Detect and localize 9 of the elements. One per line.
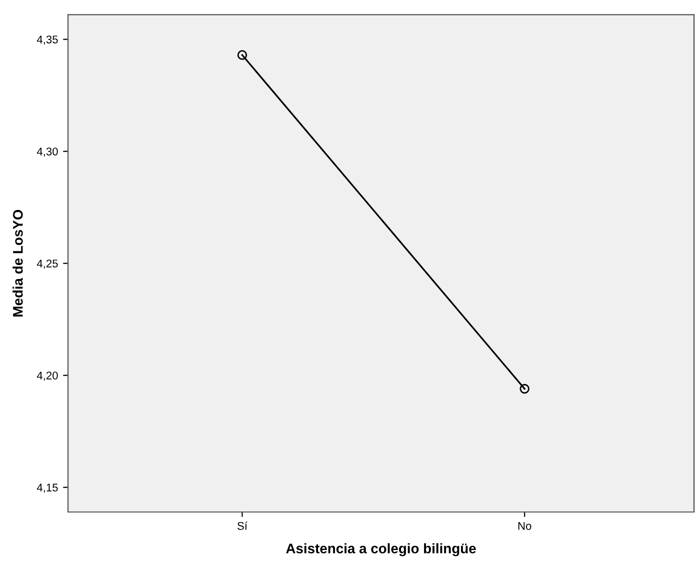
y-tick-label: 4,20 xyxy=(36,372,58,381)
y-tick-label: 4,15 xyxy=(36,484,58,493)
y-tick-label: 4,35 xyxy=(36,36,58,45)
y-tick-label: 4,25 xyxy=(36,260,58,269)
x-tick-label: No xyxy=(518,522,532,530)
y-axis-title: Media de LosYO xyxy=(12,210,23,316)
y-tick-label: 4,30 xyxy=(36,148,58,157)
x-tick-label: Sí xyxy=(237,522,248,530)
x-axis-title: Asistencia a colegio bilingüe xyxy=(286,543,476,556)
